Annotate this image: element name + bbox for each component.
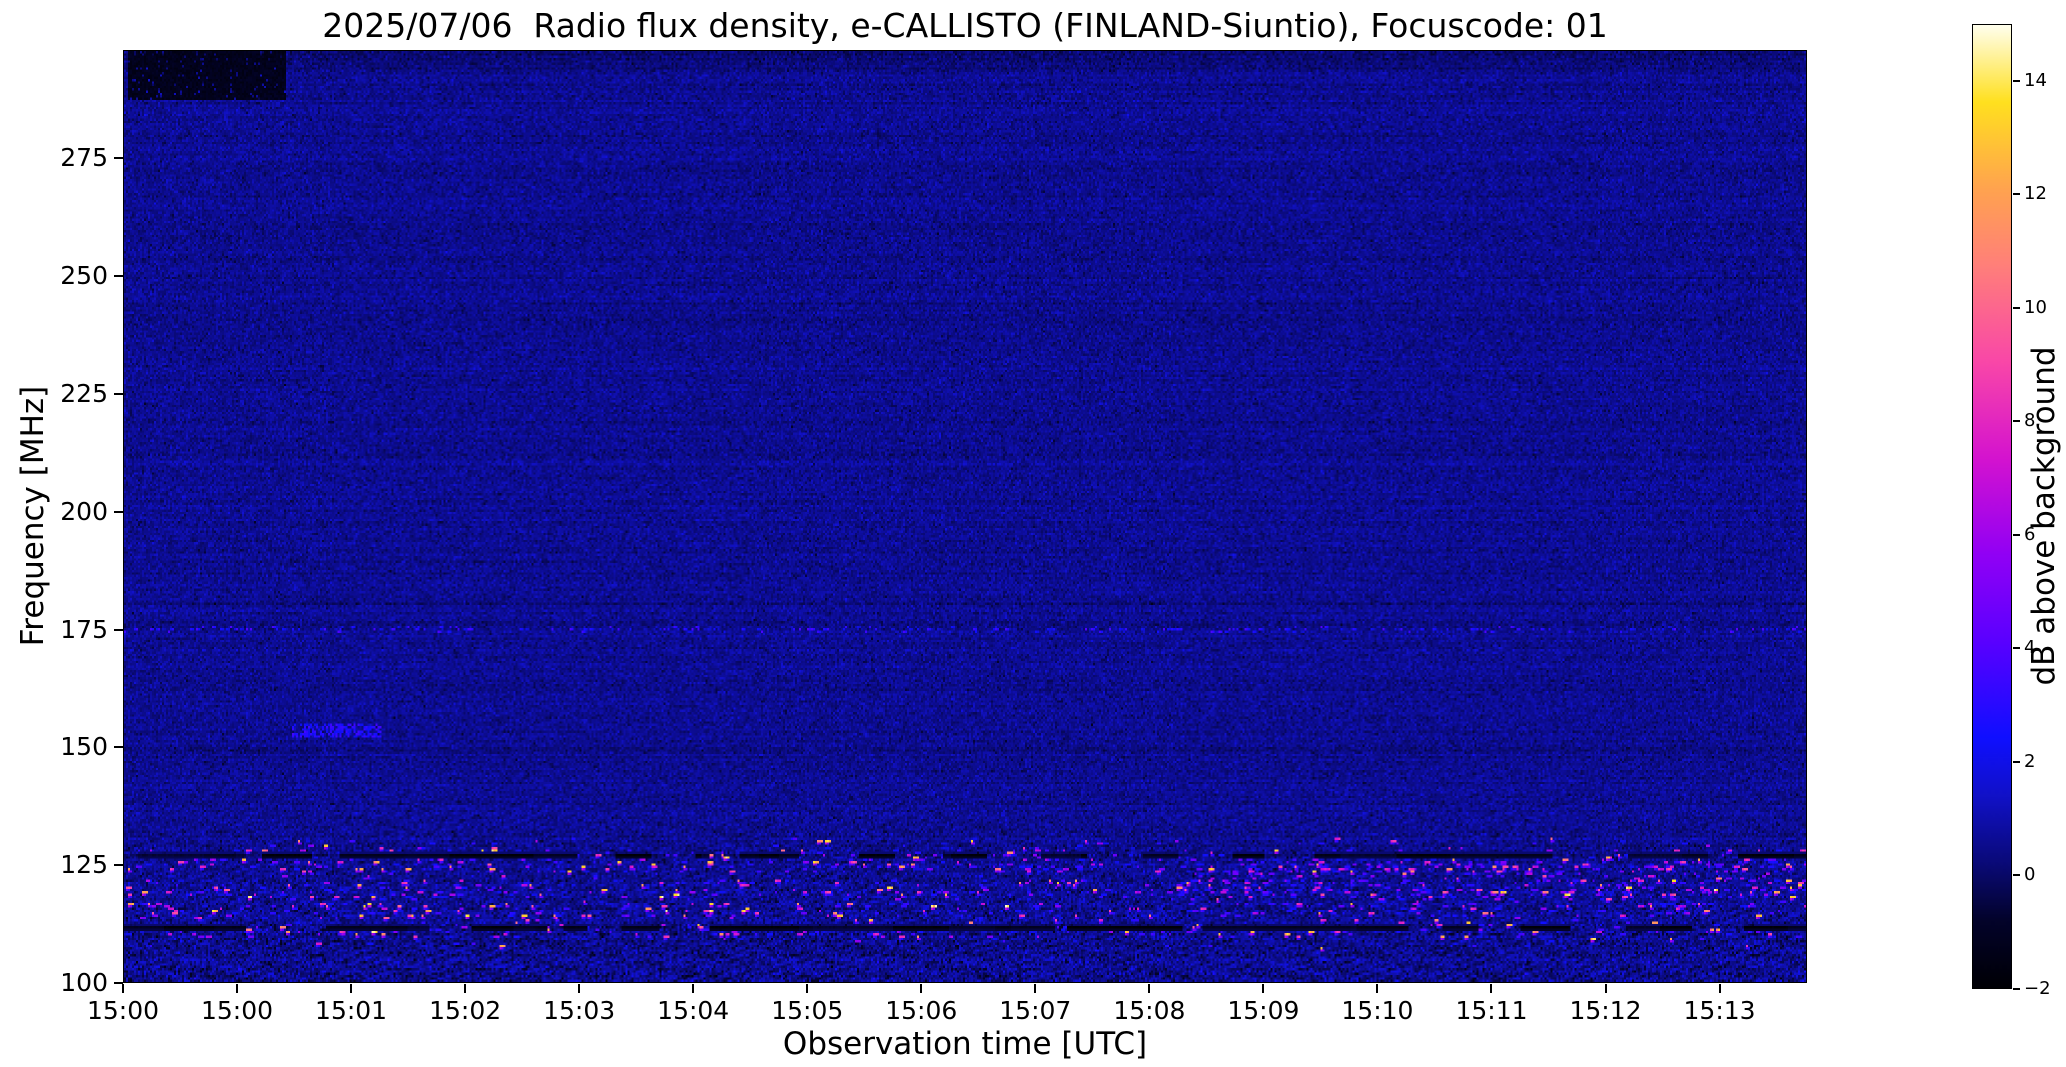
colorbar-tick-mark [2013, 874, 2020, 877]
x-tick-mark [692, 984, 695, 993]
x-tick-label: 15:07 [999, 996, 1072, 1025]
colorbar-tick-label: 10 [2024, 296, 2047, 318]
y-tick-mark [114, 628, 123, 631]
x-tick-mark [236, 984, 239, 993]
x-tick-label: 15:04 [657, 996, 730, 1025]
colorbar-tick-label: 2 [2024, 750, 2036, 772]
colorbar-tick-mark [2013, 79, 2020, 82]
x-tick-mark [1262, 984, 1265, 993]
plot-area [123, 50, 1807, 983]
y-tick-mark [114, 982, 123, 984]
x-tick-label: 15:03 [543, 996, 616, 1025]
colorbar-tick-mark [2013, 306, 2020, 309]
y-tick-mark [114, 510, 123, 513]
chart-title: 2025/07/06 Radio flux density, e-CALLIST… [322, 6, 1608, 45]
x-tick-label: 15:06 [885, 996, 958, 1025]
colorbar-tick-mark [2013, 647, 2020, 650]
y-tick-label: 175 [60, 614, 108, 644]
colorbar-tick-mark [2013, 533, 2020, 536]
x-tick-label: 15:02 [429, 996, 502, 1025]
x-tick-mark [1376, 984, 1379, 993]
x-axis-label: Observation time [UTC] [782, 1026, 1148, 1062]
y-tick-label: 250 [60, 261, 108, 291]
x-tick-label: 15:09 [1227, 996, 1300, 1025]
y-tick-label: 275 [60, 143, 108, 173]
y-tick-mark [114, 746, 123, 749]
y-tick-label: 100 [60, 968, 108, 997]
x-tick-mark [920, 984, 923, 993]
colorbar-tick-label: −2 [2024, 978, 2051, 999]
colorbar [1972, 24, 2012, 989]
x-tick-label: 15:01 [315, 996, 388, 1025]
colorbar-tick-label: 0 [2024, 864, 2036, 886]
y-tick-mark [114, 275, 123, 278]
x-tick-label: 15:11 [1455, 996, 1528, 1025]
x-tick-mark [578, 984, 581, 993]
colorbar-tick-mark [2013, 988, 2020, 990]
colorbar-tick-label: 6 [2024, 523, 2036, 545]
colorbar-tick-label: 12 [2024, 183, 2047, 205]
y-tick-mark [114, 392, 123, 395]
x-tick-mark [806, 984, 809, 993]
colorbar-tick-mark [2013, 420, 2020, 423]
x-tick-label: 15:10 [1341, 996, 1414, 1025]
colorbar-label: dB above background [2026, 346, 2062, 686]
x-tick-mark [350, 984, 353, 993]
y-tick-mark [114, 157, 123, 160]
x-tick-mark [1148, 984, 1151, 993]
colorbar-tick-mark [2013, 193, 2020, 196]
colorbar-tick-mark [2013, 760, 2020, 763]
x-tick-label: 15:05 [771, 996, 844, 1025]
colorbar-tick-label: 4 [2024, 637, 2036, 659]
y-tick-label: 225 [60, 378, 108, 408]
colorbar-tick-label: 8 [2024, 410, 2036, 432]
x-tick-label: 15:00 [201, 996, 274, 1025]
x-tick-label: 15:12 [1569, 996, 1642, 1025]
y-tick-label: 150 [60, 732, 108, 762]
x-tick-mark [1604, 984, 1607, 993]
x-tick-label: 15:08 [1113, 996, 1186, 1025]
y-tick-mark [114, 864, 123, 867]
x-tick-mark [1490, 984, 1493, 993]
x-tick-mark [464, 984, 467, 993]
colorbar-gradient [1973, 25, 2011, 988]
x-tick-label: 15:00 [86, 996, 160, 1025]
colorbar-tick-label: 14 [2024, 69, 2047, 91]
x-tick-mark [122, 984, 124, 993]
x-tick-mark [1034, 984, 1037, 993]
spectrogram-heatmap [124, 51, 1806, 982]
x-tick-label: 15:13 [1683, 996, 1756, 1025]
y-tick-label: 200 [60, 496, 108, 526]
y-tick-label: 125 [60, 850, 108, 880]
x-tick-mark [1718, 984, 1721, 993]
